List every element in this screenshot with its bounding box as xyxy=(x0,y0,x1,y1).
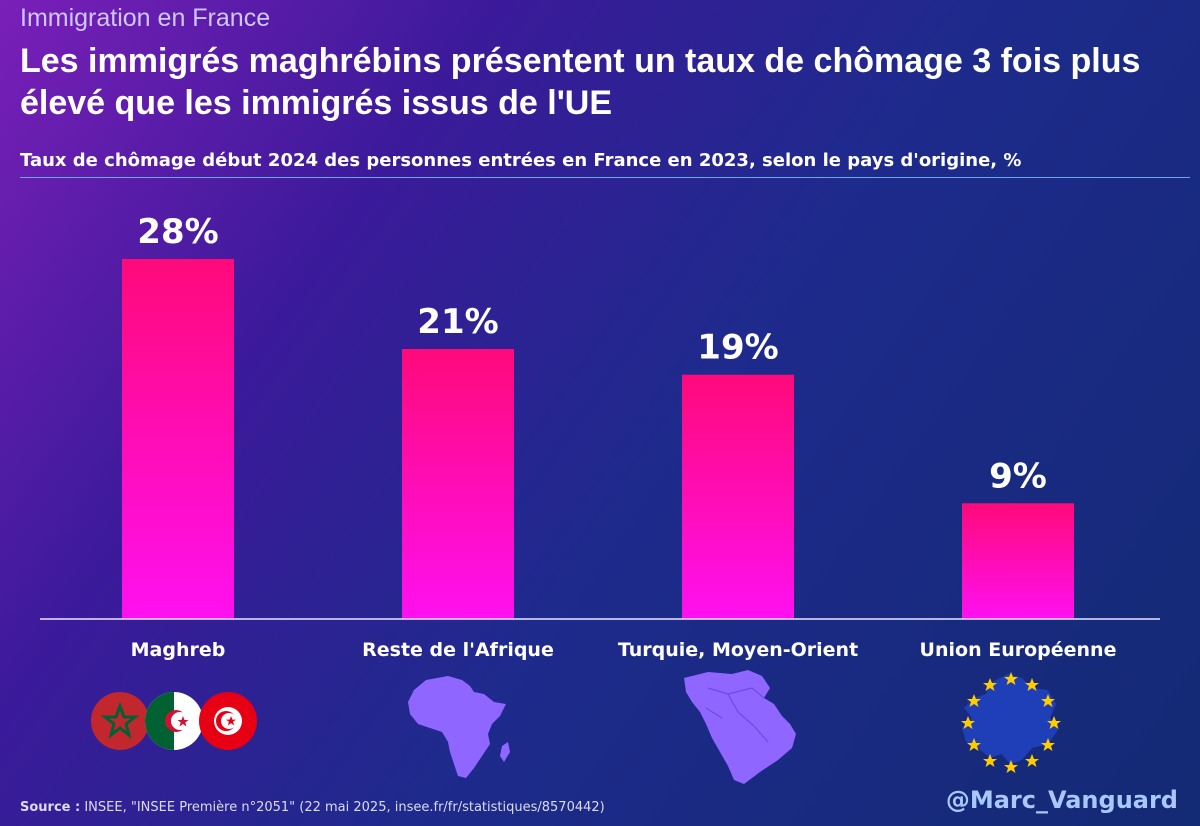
bar-value-label: 21% xyxy=(417,302,498,342)
source-text: INSEE, "INSEE Première n°2051" (22 mai 2… xyxy=(80,800,605,815)
chart-title: Les immigrés maghrébins présentent un ta… xyxy=(20,42,1141,122)
eu-map-icon xyxy=(961,672,1061,773)
bar-4 xyxy=(962,503,1074,619)
maghreb-flags-icon xyxy=(91,692,257,750)
bar-value-label: 9% xyxy=(989,456,1047,496)
kicker: Immigration en France xyxy=(20,4,271,32)
category-label: Reste de l'Afrique xyxy=(362,639,554,661)
category-label: Turquie, Moyen-Orient xyxy=(618,639,858,661)
bar-value-label: 19% xyxy=(697,328,778,368)
bar-2 xyxy=(402,349,514,619)
middle-east-map-icon xyxy=(684,670,796,784)
bar-1 xyxy=(122,259,234,619)
bar-value-label: 28% xyxy=(137,212,218,252)
author-handle: @Marc_Vanguard xyxy=(945,786,1178,814)
category-label: Maghreb xyxy=(131,639,226,661)
source-note: Source : INSEE, "INSEE Première n°2051" … xyxy=(20,800,605,815)
source-label: Source : xyxy=(20,800,81,815)
chart-subtitle: Taux de chômage début 2024 des personnes… xyxy=(20,150,1190,178)
bar-3 xyxy=(682,374,794,619)
africa-map-icon xyxy=(408,676,510,778)
category-label: Union Européenne xyxy=(920,639,1117,661)
